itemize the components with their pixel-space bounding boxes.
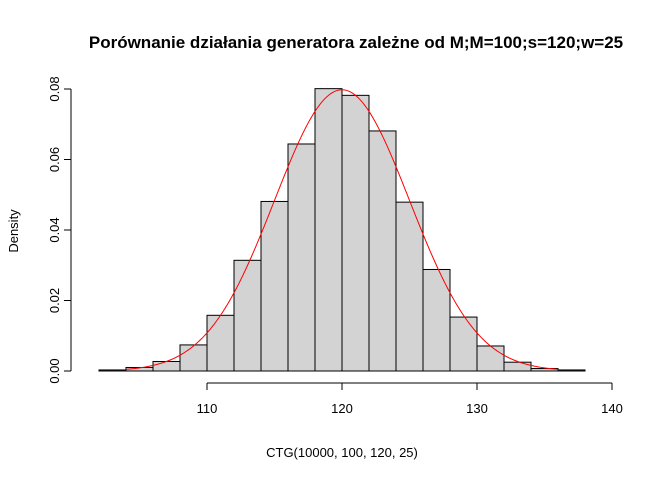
histogram-bar	[179, 344, 208, 372]
histogram-bar	[503, 361, 532, 372]
y-tick-label: 0.00	[47, 358, 62, 383]
x-tick-label: 140	[601, 401, 623, 416]
chart-title: Porównanie działania generatora zależne …	[89, 33, 623, 52]
x-tick-label: 110	[197, 401, 218, 416]
x-tick-label: 120	[331, 401, 353, 416]
histogram-bar	[152, 360, 181, 372]
histogram-bar	[260, 200, 289, 372]
histogram-bar	[233, 259, 262, 372]
density-curve-layer	[125, 89, 559, 370]
histogram-bar	[206, 314, 235, 372]
y-axis-label: Density	[6, 209, 21, 253]
x-axis: 110 120 130 140	[197, 382, 623, 416]
histogram-bar	[368, 130, 397, 372]
histogram-bar	[287, 143, 316, 372]
histogram-bar	[449, 316, 478, 372]
density-curve	[125, 89, 559, 370]
y-axis: 0.00 0.02 0.04 0.06 0.08	[47, 76, 72, 384]
histogram-bar	[98, 369, 127, 372]
histogram-bars	[98, 88, 586, 372]
histogram-bar	[557, 369, 586, 372]
y-tick-label: 0.02	[47, 288, 62, 313]
x-tick-label: 130	[466, 401, 488, 416]
histogram-bar	[395, 201, 424, 372]
y-tick-label: 0.04	[47, 217, 62, 242]
histogram-bar	[341, 94, 370, 372]
histogram-bar	[476, 345, 505, 372]
x-axis-label: CTG(10000, 100, 120, 25)	[266, 445, 418, 460]
y-tick-label: 0.06	[47, 147, 62, 172]
histogram-bar	[314, 88, 343, 372]
y-tick-label: 0.08	[47, 76, 62, 101]
